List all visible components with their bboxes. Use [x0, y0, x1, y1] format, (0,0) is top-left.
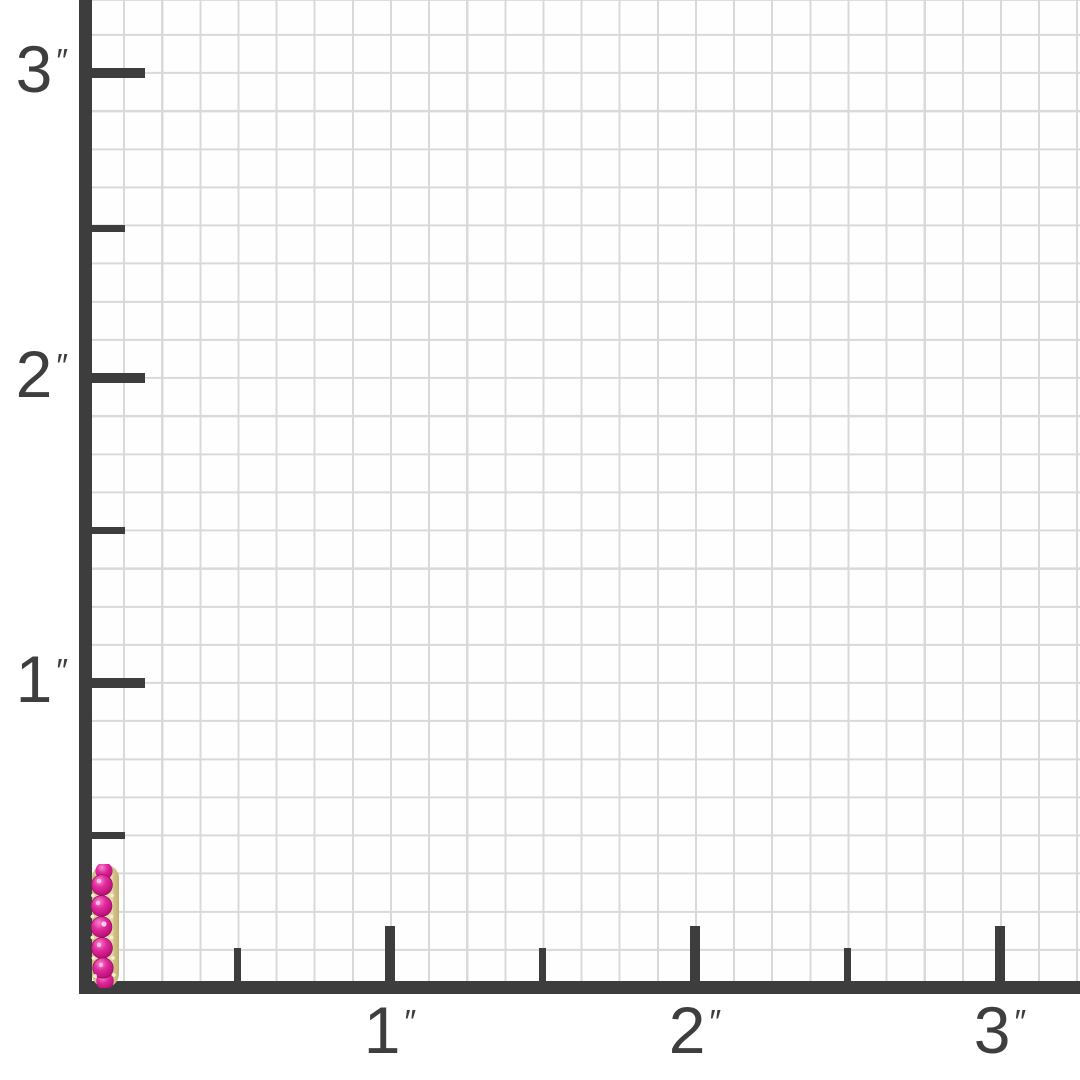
x-axis-line [78, 981, 1080, 994]
gem-earring-image [90, 864, 119, 988]
y-minor-tick-0p5in [88, 832, 125, 839]
x-axis-label-3in: 3″ [930, 997, 1070, 1063]
inch-mark: ″ [56, 651, 68, 689]
inch-mark: ″ [709, 1002, 722, 1040]
y-label-1-value: 1 [15, 642, 54, 716]
x-major-tick-2in [690, 926, 700, 984]
x-label-2-value: 2 [668, 993, 707, 1067]
x-minor-tick-1p5in [539, 948, 546, 984]
inch-mark: ″ [56, 346, 68, 384]
x-major-tick-3in [995, 926, 1005, 984]
inch-mark: ″ [1014, 1002, 1027, 1040]
y-major-tick-2in [85, 373, 145, 383]
inch-mark: ″ [404, 1002, 417, 1040]
x-label-3-value: 3 [973, 993, 1012, 1067]
x-major-tick-1in [385, 926, 395, 984]
x-axis-label-1in: 1″ [320, 997, 460, 1063]
y-label-2-value: 2 [15, 337, 54, 411]
y-axis-line [78, 0, 92, 994]
y-minor-tick-1p5in [88, 527, 125, 534]
y-axis-label-1in: 1″ [0, 646, 68, 712]
y-label-3-value: 3 [15, 32, 54, 106]
x-minor-tick-0p5in [234, 948, 241, 984]
x-minor-tick-2p5in [844, 948, 851, 984]
x-axis-label-2in: 2″ [625, 997, 765, 1063]
y-major-tick-3in [85, 68, 145, 78]
y-minor-tick-2p5in [88, 225, 125, 232]
y-axis-label-2in: 2″ [0, 341, 68, 407]
y-major-tick-1in [85, 678, 145, 688]
x-label-1-value: 1 [363, 993, 402, 1067]
y-axis-label-3in: 3″ [0, 36, 68, 102]
ruler-grid [85, 0, 1080, 988]
inch-mark: ″ [56, 41, 68, 79]
